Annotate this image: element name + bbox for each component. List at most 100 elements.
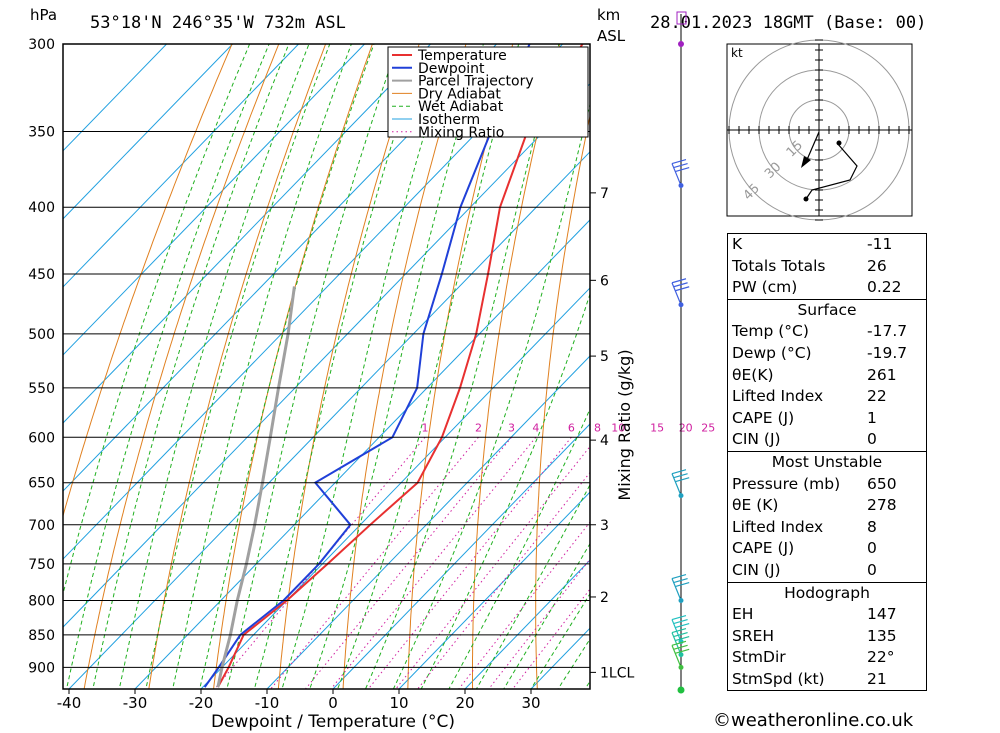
legend-entry: Temperature [417, 48, 507, 64]
legend-entry: Wet Adiabat [418, 99, 504, 115]
x-tick-label: 20 [455, 694, 474, 712]
wind-barb-flag [671, 278, 687, 284]
mixing-ratio-label: 1 [422, 421, 429, 434]
wind-barb-shaft [671, 473, 682, 496]
x-tick-label: 10 [389, 694, 408, 712]
wind-barb-flag [673, 632, 688, 638]
mixing-ratio-label: 3 [508, 421, 515, 434]
wet-adiabat-line [448, 408, 590, 689]
surface-row: θE(K) 261 [732, 365, 897, 384]
pressure-tick-label: 700 [28, 518, 55, 534]
pressure-tick-label: 750 [28, 557, 55, 573]
wind-barb-flag [673, 577, 688, 584]
km-tick-label: 1LCL [600, 665, 634, 681]
wind-barb-flag [673, 282, 688, 288]
isotherm-line [63, 83, 590, 628]
most-unstable-row: CAPE (J) 0 [732, 539, 877, 558]
wind-barb-flag [675, 286, 690, 292]
x-tick-label: 0 [328, 694, 338, 712]
km-tick-label: 2 [600, 590, 609, 606]
mixing-ratio-label: 2 [475, 421, 482, 434]
km-tick-label: 4 [600, 433, 609, 449]
x-tick-label: -10 [255, 694, 280, 712]
pressure-tick-label: 650 [28, 476, 55, 492]
x-tick-label: -20 [189, 694, 214, 712]
datetime-title: 28.01.2023 18GMT (Base: 00) [650, 13, 926, 33]
hodograph-stats-box: Hodograph EH 147 SREH 135 StmDir 22° StmSpd (k… [727, 581, 927, 692]
hodograph-start [803, 196, 809, 202]
dry-adiabat-line [978, 44, 1000, 689]
dry-adiabat-line [928, 44, 991, 689]
pressure-tick-label: 850 [28, 628, 55, 644]
hodo-stats-row: StmDir 22° [732, 648, 895, 667]
pressure-tick-label: 450 [28, 267, 55, 283]
dry-adiabat-line [63, 44, 233, 518]
mixing-ratio-axis-label: Mixing Ratio (g/kg) [615, 349, 634, 500]
wet-adiabat-line [199, 44, 375, 689]
hpa-unit-label: hPa [30, 6, 57, 24]
mixing-ratio-label: 8 [594, 421, 601, 434]
wind-barb-flag [673, 162, 688, 169]
km-tick-label: 7 [600, 186, 609, 202]
wind-barb-flag [673, 618, 688, 625]
mixing-ratio-line [417, 471, 590, 689]
wet-adiabat-line [92, 44, 290, 689]
km-tick-label: 6 [600, 273, 609, 289]
pressure-tick-label: 550 [28, 381, 55, 397]
isotherm-line [63, 44, 431, 424]
totals-totals-row: Totals Totals 26 [732, 256, 887, 275]
isotherm-line [398, 491, 590, 689]
wet-adiabat-line [172, 44, 352, 689]
pressure-tick-label: 350 [28, 124, 55, 140]
hodograph-trace [805, 142, 858, 200]
hodograph-end [836, 140, 842, 146]
pressure-tick-label: 300 [28, 37, 55, 53]
wind-barb-flag [671, 469, 687, 475]
most-unstable-row: Lifted Index 8 [732, 517, 877, 536]
wind-barb-column [671, 11, 690, 694]
dry-adiabat-line [213, 44, 373, 689]
dry-adiabat-line [83, 44, 280, 689]
isotherm-line [63, 44, 167, 152]
wind-barb-flag [671, 640, 687, 646]
mixing-ratio-label: 10 [611, 421, 625, 434]
wind-surface-marker [677, 686, 685, 694]
dry-adiabat-line [472, 44, 561, 689]
wind-barb-shaft [671, 619, 682, 642]
pressure-tick-label: 500 [28, 327, 55, 343]
wet-adiabat-line [337, 44, 520, 689]
k-index-row: K -11 [732, 235, 893, 253]
surface-box: Surface Temp (°C) -17.7 Dewp (°C) -19.7 θE(K… [727, 298, 927, 451]
legend-entry: Dewpoint [418, 61, 485, 77]
basic-indices-box: K -11 Totals Totals 26 PW (cm) 0.22 [727, 233, 927, 299]
wind-barb-flag [671, 573, 687, 580]
dry-adiabat-line [407, 44, 514, 689]
pressure-tick-label: 400 [28, 200, 55, 216]
isotherm-line [63, 44, 233, 220]
most-unstable-row: Pressure (mb) 650 [732, 474, 897, 493]
dry-adiabat-line [342, 44, 467, 689]
wind-barb-shaft [671, 282, 682, 305]
mixing-ratio-line [512, 588, 590, 689]
hodograph-unit-label: kt [731, 46, 743, 60]
most-unstable-title: Most Unstable [771, 452, 883, 471]
surface-row: CIN (J) 0 [732, 430, 877, 449]
surface-title: Surface [797, 300, 857, 319]
km-unit-label: km [597, 6, 620, 24]
wind-barb-flag [675, 477, 690, 483]
pressure-tick-label: 800 [28, 594, 55, 610]
plot-frame [62, 43, 591, 690]
wet-adiabat-line [118, 44, 310, 689]
legend-entry: Isotherm [418, 112, 480, 128]
wind-barb-flag [671, 628, 687, 634]
wind-barb-shaft [671, 645, 682, 668]
dry-adiabat-line [277, 44, 420, 689]
hodograph-stats-title: Hodograph [784, 583, 870, 602]
mixing-ratio-line [270, 436, 479, 689]
isotherm-line [332, 423, 590, 689]
dry-adiabat-line [535, 114, 590, 689]
wet-adiabat-line [66, 44, 270, 689]
isotherm-line [63, 44, 563, 560]
